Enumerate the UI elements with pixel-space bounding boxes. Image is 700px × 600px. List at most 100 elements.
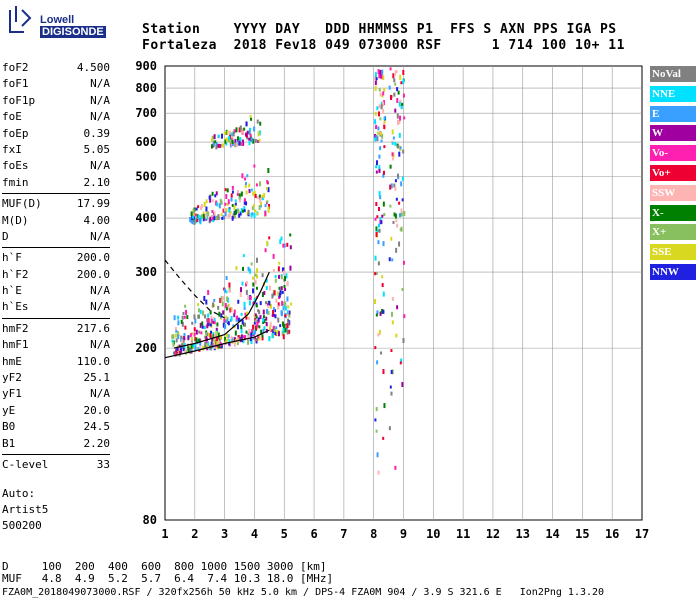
echo-point: [194, 318, 197, 324]
echo-point: [240, 325, 243, 330]
param-row: hmF1 N/A: [2, 337, 110, 353]
echo-point: [204, 335, 207, 339]
echo-point: [191, 220, 194, 225]
echo-point: [192, 215, 195, 219]
echo-point: [275, 298, 278, 303]
echo-point: [285, 304, 288, 308]
echo-point: [253, 191, 256, 197]
echo-point: [191, 332, 194, 336]
echo-point: [247, 295, 250, 301]
echo-point: [220, 344, 223, 349]
echo-point: [180, 319, 183, 324]
artist-code: 500200: [2, 519, 42, 532]
echo-point: [212, 336, 215, 341]
param-row: B1 2.20: [2, 436, 110, 452]
echo-point: [289, 233, 292, 237]
param-row: h`F2 200.0: [2, 267, 110, 283]
echo-point: [233, 204, 236, 210]
echo-point: [374, 86, 377, 92]
param-row: foE N/A: [2, 109, 110, 125]
echo-point: [217, 143, 220, 148]
echo-point: [242, 340, 245, 344]
legend-item: SSW: [650, 184, 696, 201]
echo-point: [240, 128, 243, 132]
echo-point: [196, 219, 199, 223]
x-tick-label: 17: [635, 527, 649, 541]
echo-point: [193, 332, 196, 337]
echo-point: [195, 329, 198, 335]
echo-point: [382, 75, 385, 81]
legend-item: NoVal: [650, 66, 696, 82]
echo-point: [252, 324, 255, 330]
echo-point: [174, 327, 177, 331]
echo-point: [202, 213, 205, 219]
echo-point: [280, 286, 283, 291]
x-tick-label: 12: [486, 527, 500, 541]
echo-point: [379, 92, 382, 97]
echo-point: [210, 341, 213, 347]
echo-point: [228, 338, 231, 343]
x-tick-label: 11: [456, 527, 470, 541]
echo-point: [218, 203, 221, 209]
echo-point: [217, 214, 220, 219]
echo-point: [210, 315, 213, 321]
echo-point: [240, 208, 243, 214]
logo-brand: Lowell: [40, 14, 75, 26]
echo-point: [235, 266, 238, 271]
param-separator: [2, 453, 110, 455]
echo-point: [249, 338, 252, 342]
echo-point: [236, 192, 239, 196]
echo-point: [274, 274, 277, 278]
param-value: 17.99: [76, 197, 110, 211]
echo-point: [256, 212, 259, 216]
echo-point: [224, 324, 227, 330]
x-tick-label: 6: [310, 527, 317, 541]
echo-point: [377, 111, 380, 117]
echo-point: [248, 183, 251, 188]
echo-point: [249, 296, 252, 301]
echo-point: [226, 130, 229, 135]
echo-point: [254, 330, 257, 335]
echo-point: [282, 243, 285, 248]
param-label: hmF2: [2, 321, 29, 335]
echo-point: [279, 290, 282, 296]
param-value: 110.0: [76, 354, 110, 368]
echo-point: [205, 299, 208, 305]
param-label: foEp: [2, 126, 29, 140]
echo-point: [221, 143, 224, 148]
param-value: 217.6: [76, 321, 110, 335]
param-value: N/A: [90, 77, 110, 91]
echo-point: [230, 336, 233, 340]
echo-point: [216, 322, 219, 327]
echo-point: [271, 313, 274, 317]
echo-point: [236, 341, 239, 346]
echo-point: [266, 200, 269, 204]
echo-point: [247, 266, 250, 271]
echo-point: [207, 211, 210, 217]
legend-item: X+: [650, 224, 696, 241]
echo-point: [243, 127, 246, 131]
echo-point: [374, 133, 377, 138]
echo-point: [400, 181, 403, 187]
trace-line: [173, 271, 270, 349]
artist-label: Artist5: [2, 503, 49, 516]
echo-point: [244, 335, 247, 341]
echo-point: [243, 198, 246, 203]
echo-point: [239, 125, 242, 131]
echo-point: [190, 336, 193, 341]
echo-point: [401, 287, 404, 291]
echo-point: [382, 241, 385, 247]
echo-point: [223, 207, 226, 212]
param-label: fmin: [2, 175, 29, 189]
footer-muf-row: MUF 4.8 4.9 5.2 5.7 6.4 7.4 10.3 18.0 [M…: [2, 572, 334, 585]
footer-file-info: FZA0M_2018049073000.RSF / 320fx256h 50 k…: [2, 587, 605, 598]
echo-point: [212, 302, 215, 308]
y-tick-label: 500: [135, 169, 157, 183]
param-label: yF1: [2, 387, 22, 401]
header-values: Fortaleza 2018 Fev18 049 073000 RSF 1 71…: [142, 38, 625, 53]
param-label: B1: [2, 436, 16, 450]
echo-point: [231, 142, 234, 146]
echo-point: [268, 336, 271, 342]
param-separator: [2, 247, 110, 249]
echo-point: [207, 332, 210, 337]
